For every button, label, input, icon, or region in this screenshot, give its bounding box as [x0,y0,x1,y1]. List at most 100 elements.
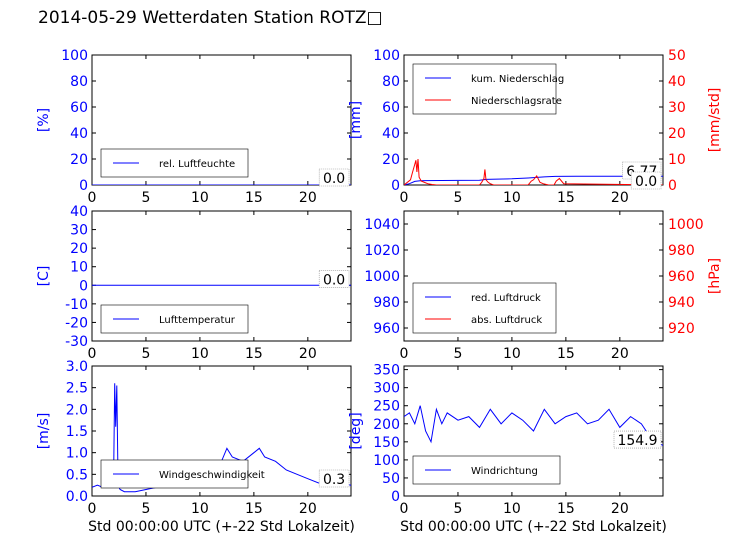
x-tick-label: 15 [557,501,575,517]
x-tick-label: 15 [245,501,263,517]
y-tick-label: 0 [391,178,400,194]
value-box [318,269,350,288]
value-box [318,168,350,187]
value-box-text: 0.0 [323,171,345,187]
legend: Windgeschwindigkeit [100,459,265,489]
legend: Lufttemperatur [100,304,249,334]
legend-entry: Windrichtung [471,466,538,477]
panel-precipitation: 0 5 10 15 20 0 20 40 60 80 100 0 10 20 30 40 50 [mm] [mm/s… [348,48,723,206]
y-axis-label: [deg] [348,412,364,449]
x-tick-label: 5 [141,501,150,517]
y-tick-label: 40 [70,126,88,142]
y2-tick-label: 920 [668,321,695,337]
y2-tick-label: 40 [668,74,686,90]
y2-tick-label: 20 [668,126,686,142]
legend: Windrichtung [412,455,561,485]
x-tick-label: 15 [245,190,263,206]
x-tick-label: 5 [141,346,150,362]
legend-box [412,282,557,334]
x-tick-label: 0 [88,346,97,362]
y-tick-label: 960 [373,321,400,337]
legend-entry: Windgeschwindigkeit [159,470,265,481]
x-tick-label: 10 [503,346,521,362]
y-tick-label: 80 [70,74,88,90]
panel-humidity: 0 5 10 15 20 0 20 40 60 80 100 [%] rel. Luftfeuchte 0… [36,48,352,206]
y-tick-label: 50 [382,471,400,487]
x-tick-label: 10 [503,190,521,206]
y2-tick-label: 980 [668,243,695,259]
y-tick-label: 20 [382,152,400,168]
legend-entry: Niederschlagsrate [471,96,562,107]
y2-tick-label: 1000 [668,217,704,233]
y2-axis-label: [mm/std] [707,88,723,153]
x-tick-label: 5 [141,190,150,206]
x-tick-label: 5 [453,190,462,206]
legend-box [100,304,249,334]
legend-entry: red. Luftdruck [471,293,541,304]
y-tick-label: 1.0 [66,446,88,462]
legend-entry: abs. Luftdruck [471,315,542,326]
x-tick-label: 20 [611,190,629,206]
y-tick-label: 0 [79,278,88,294]
y-axis-label: [mm] [348,101,364,139]
y-tick-label: -20 [65,315,88,331]
series-line-windrichtung [404,405,663,446]
y-tick-label: 300 [373,381,400,397]
y-tick-label: 980 [373,295,400,311]
y2-tick-label: 50 [668,48,686,64]
y-tick-label: 100 [61,48,88,64]
y-tick-label: -10 [65,297,88,313]
x-tick-label: 10 [191,346,209,362]
legend-entry: Lufttemperatur [159,315,236,326]
legend-entry: rel. Luftfeuchte [159,159,235,170]
x-tick-label: 5 [453,501,462,517]
y-axis-label: [%] [36,108,52,132]
value-box [630,171,662,190]
y-tick-label: 1000 [364,269,400,285]
x-tick-label: 10 [191,501,209,517]
legend: rel. Luftfeuchte [100,148,249,178]
panel-pressure: 0 5 10 15 20 960 980 1000 1020 1040 920 940 960 980 10… [364,210,723,362]
y-tick-label: 40 [382,126,400,142]
y-tick-label: 0 [79,178,88,194]
value-box-text: 0.0 [323,272,345,288]
y-tick-label: 20 [70,241,88,257]
x-tick-label: 20 [611,501,629,517]
y-tick-label: 200 [373,417,400,433]
y2-tick-label: 30 [668,100,686,116]
x-tick-label: 20 [299,501,317,517]
x-tick-label: 0 [88,501,97,517]
x-tick-label: 10 [503,501,521,517]
x-tick-label: 0 [400,501,409,517]
x-tick-label: 20 [611,346,629,362]
y-tick-label: 250 [373,399,400,415]
y2-tick-label: 10 [668,152,686,168]
value-box-text: 0.0 [635,174,657,190]
x-tick-label: 20 [299,346,317,362]
value-box [613,430,662,449]
y-tick-label: 3.0 [66,359,88,375]
y-tick-label: 100 [373,48,400,64]
plot-frame [91,210,352,342]
y-tick-label: 80 [382,74,400,90]
value-box-text: 154.9 [617,433,657,449]
y-tick-label: 60 [70,100,88,116]
y-tick-label: -30 [65,334,88,350]
y-axis-label: [C] [36,266,52,287]
x-tick-label: 10 [191,190,209,206]
y-tick-label: 1020 [364,243,400,259]
y-tick-label: 30 [70,223,88,239]
y-tick-label: 0.0 [66,489,88,505]
plot-frame [403,365,664,497]
y-axis-label: [m/s] [36,413,52,450]
y-tick-label: 60 [382,100,400,116]
y-tick-label: 0 [391,489,400,505]
y-tick-label: 0.5 [66,467,88,483]
y-tick-label: 1.5 [66,424,88,440]
y-tick-label: 2.5 [66,381,88,397]
y2-tick-label: 940 [668,295,695,311]
value-box [318,469,350,488]
y-tick-label: 40 [70,204,88,220]
y-tick-label: 150 [373,435,400,451]
